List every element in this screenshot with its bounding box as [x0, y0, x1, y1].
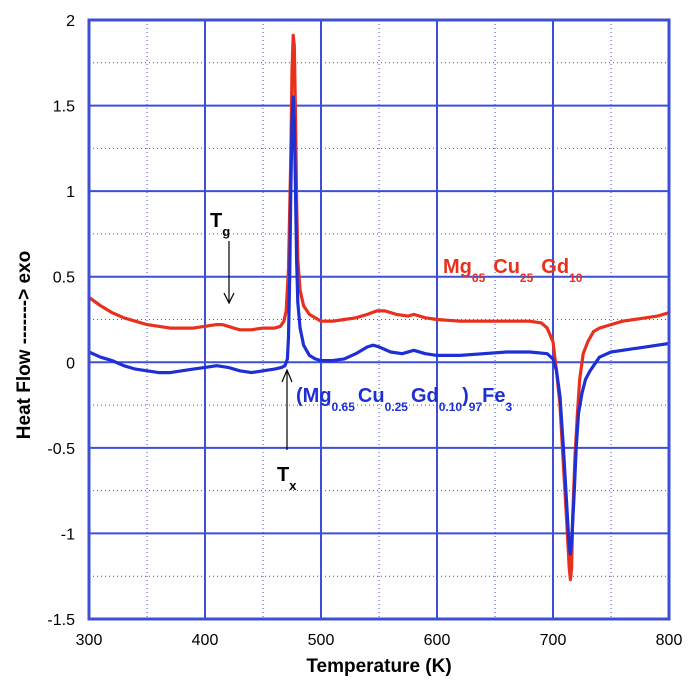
red-series-line: [87, 33, 671, 582]
x-tick-label: 500: [308, 632, 335, 649]
x-tick-label: 400: [192, 632, 219, 649]
x-tick-label: 800: [656, 632, 683, 649]
svg-text:Tx: Tx: [277, 464, 297, 493]
plot-frame: [87, 18, 671, 621]
y-tick-label: 0: [66, 355, 75, 372]
tx-subscript: x: [289, 478, 297, 493]
y-tick-label: 1: [66, 184, 75, 201]
y-tick-label: 1.5: [53, 99, 75, 116]
tg-arrowhead: [223, 292, 235, 305]
series-lines: [87, 33, 671, 582]
blue-series-line: [87, 95, 671, 556]
y-tick-label: 0.5: [53, 270, 75, 287]
y-axis-label: Heat Flow -------> exo: [14, 251, 35, 439]
blue-series-label: (Mg0.65 Cu0.25 Gd0.10)97Fe3: [296, 385, 512, 414]
tg-subscript: g: [222, 224, 230, 239]
x-tick-label: 600: [424, 632, 451, 649]
x-tick-label: 300: [76, 632, 103, 649]
x-axis-label: Temperature (K): [306, 656, 451, 677]
grid-lines: [88, 19, 670, 620]
x-tick-label: 700: [540, 632, 567, 649]
tg-label: T: [210, 210, 222, 232]
svg-text:Tg: Tg: [210, 210, 230, 239]
tx-label: T: [277, 464, 289, 486]
tx-arrowhead: [281, 368, 293, 383]
tg-annotation: Tg: [210, 210, 235, 305]
tx-annotation: Tx: [277, 368, 297, 493]
y-tick-label: -1.5: [47, 612, 75, 629]
y-tick-label: -1: [61, 526, 75, 543]
y-tick-label: -0.5: [47, 441, 75, 458]
tick-labels: 300 400 500 600 700 800 -1.5 -1 -0.5 0 0.5 1 1.5 2: [47, 13, 682, 649]
red-series-label: Mg65 Cu25 Gd10: [443, 256, 583, 285]
y-tick-label: 2: [66, 13, 75, 30]
